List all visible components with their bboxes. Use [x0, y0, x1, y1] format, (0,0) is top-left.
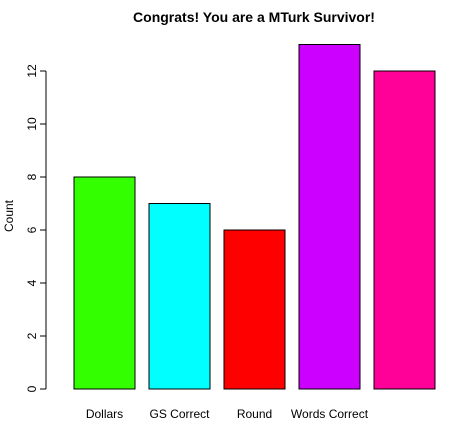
bar	[73, 176, 136, 390]
y-tick-label: 6	[25, 226, 39, 233]
chart-title: Congrats! You are a MTurk Survivor!	[133, 9, 375, 25]
bar	[373, 70, 436, 390]
y-tick-label: 4	[25, 279, 39, 286]
bar	[148, 203, 211, 390]
y-axis: 0 2 4 6 8 10 12	[25, 64, 47, 392]
x-tick-label: Dollars	[86, 407, 123, 421]
x-tick-label: Words Correct	[291, 407, 369, 421]
y-tick-label: 0	[25, 385, 39, 392]
y-tick-label: 2	[25, 332, 39, 339]
y-tick-label: 10	[25, 117, 39, 131]
y-axis-label: Count	[2, 199, 16, 232]
bar	[223, 229, 286, 390]
bars	[73, 44, 436, 390]
x-tick-label: Round	[237, 407, 272, 421]
y-tick-label: 12	[25, 64, 39, 78]
x-axis-labels: Dollars GS Correct Round Words Correct	[86, 407, 369, 421]
x-tick-label: GS Correct	[149, 407, 210, 421]
bar	[298, 44, 361, 390]
y-tick-label: 8	[25, 173, 39, 180]
